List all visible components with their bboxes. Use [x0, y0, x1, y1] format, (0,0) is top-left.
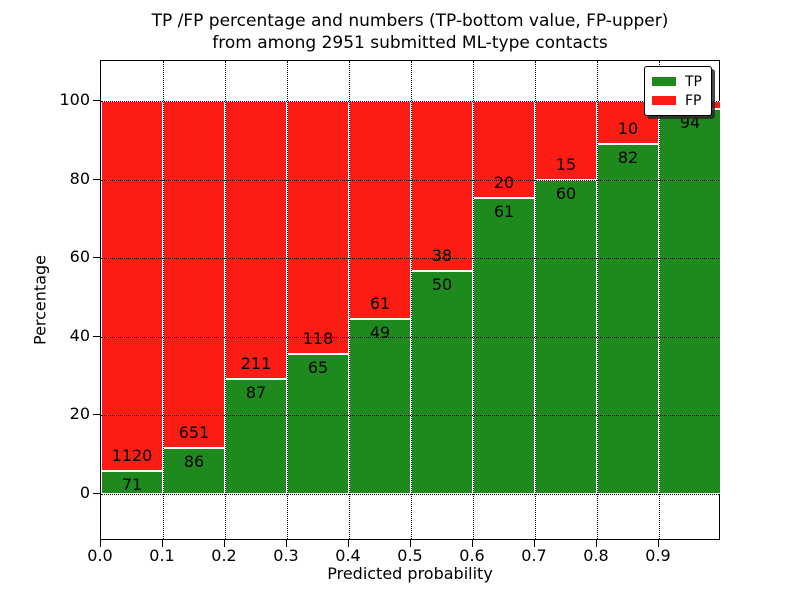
x-axis-tick — [100, 540, 101, 547]
bar-tp-segment — [101, 470, 163, 494]
y-axis-tick — [93, 335, 100, 337]
y-tick-label: 100 — [59, 90, 90, 109]
x-tick-label: 0.7 — [521, 546, 547, 565]
gridline-vertical — [473, 61, 474, 539]
y-axis-tick — [93, 493, 100, 494]
fp-count-label: 1120 — [111, 445, 153, 465]
y-tick-label: 60 — [69, 247, 90, 267]
gridline-horizontal — [101, 101, 719, 102]
x-axis-tick — [658, 540, 659, 547]
fp-count-label: 211 — [240, 354, 272, 374]
bar-tp-segment — [411, 270, 473, 494]
x-axis-tick — [534, 540, 535, 547]
tp-count-label: 86 — [183, 452, 205, 472]
y-tick-label: 20 — [69, 404, 90, 424]
grid-layer — [101, 61, 719, 539]
bar-fp-segment — [163, 101, 225, 449]
chart-title: TP /FP percentage and numbers (TP-bottom… — [100, 10, 720, 54]
gridline-horizontal — [101, 415, 719, 417]
gridline-vertical — [411, 61, 412, 539]
x-axis-label: Predicted probability — [327, 564, 493, 583]
x-axis-tick — [410, 540, 411, 547]
y-tick-label: 80 — [69, 168, 90, 188]
gridline-vertical — [659, 61, 660, 539]
gridline-vertical — [287, 61, 288, 539]
x-tick-label: 0.8 — [583, 546, 609, 565]
x-axis-tick — [224, 540, 225, 547]
legend-label-fp: FP — [685, 92, 702, 109]
tp-count-label: 65 — [307, 358, 329, 378]
fp-count-label: 61 — [369, 293, 391, 313]
tp-count-label: 87 — [245, 383, 267, 403]
legend-row-tp: TP — [652, 72, 704, 91]
gridline-vertical — [225, 61, 226, 539]
x-tick-label: 0.6 — [459, 546, 485, 565]
legend-swatch-tp-icon — [652, 77, 676, 86]
gridline-horizontal — [101, 494, 719, 495]
bar-tp-segment — [659, 109, 721, 494]
x-tick-label: 0.0 — [87, 546, 113, 565]
plot-area: 1120 71 651 86 211 87 118 65 61 49 38 50 20 61 15 60 10 8… — [100, 60, 721, 540]
fp-count-label: 20 — [493, 173, 515, 193]
x-tick-label: 0.2 — [211, 546, 237, 565]
bar-tp-segment — [473, 198, 535, 494]
x-tick-label: 0.1 — [149, 546, 175, 565]
gridline-horizontal — [101, 336, 719, 338]
tp-count-label: 94 — [679, 113, 701, 133]
y-axis-tick — [93, 414, 100, 416]
y-axis-tick — [93, 178, 100, 180]
x-tick-label: 0.5 — [397, 546, 423, 565]
bar-fp-segment — [101, 101, 163, 471]
y-axis-tick — [93, 100, 100, 101]
gridline-horizontal — [101, 179, 719, 181]
chart-title-line2: from among 2951 submitted ML-type contac… — [212, 33, 608, 53]
gridline-vertical — [349, 61, 350, 539]
bar-fp-segment — [535, 101, 597, 180]
tp-count-label: 82 — [617, 147, 639, 167]
gridline-vertical — [597, 61, 598, 539]
gridline-vertical — [163, 61, 164, 539]
fp-count-label: 15 — [555, 154, 577, 174]
tp-count-label: 50 — [431, 274, 453, 294]
x-axis-tick — [472, 540, 473, 547]
y-tick-label: 40 — [69, 325, 90, 345]
bar-fp-segment — [349, 101, 411, 319]
legend-row-fp: FP — [652, 91, 704, 110]
x-tick-label: 0.4 — [335, 546, 361, 565]
fp-count-label: 118 — [302, 329, 334, 349]
gridline-horizontal — [101, 258, 719, 260]
x-axis-tick — [162, 540, 163, 547]
x-axis-tick — [348, 540, 349, 547]
legend: TP FP — [644, 66, 712, 116]
gridline-vertical — [535, 61, 536, 539]
y-axis-label: Percentage — [30, 254, 50, 346]
bar-tp-segment — [163, 448, 225, 494]
chart-title-line1: TP /FP percentage and numbers (TP-bottom… — [151, 11, 669, 31]
legend-swatch-fp-icon — [652, 96, 676, 105]
fp-count-label: 651 — [178, 423, 210, 443]
legend-label-tp: TP — [685, 73, 702, 90]
tp-count-label: 71 — [121, 474, 143, 494]
tp-count-label: 60 — [555, 183, 577, 203]
tp-count-label: 49 — [369, 322, 391, 342]
bar-tp-segment — [535, 179, 597, 494]
x-axis-tick — [286, 540, 287, 547]
x-axis-tick — [596, 540, 597, 547]
x-tick-label: 0.9 — [645, 546, 671, 565]
bars-layer — [101, 61, 721, 539]
y-axis-tick — [93, 257, 100, 259]
bar-fp-segment — [287, 101, 349, 355]
fp-count-label: 38 — [431, 245, 453, 265]
count-labels-layer: 1120 71 651 86 211 87 118 65 61 49 38 50 20 61 15 60 10 8… — [101, 61, 719, 539]
x-tick-label: 0.3 — [273, 546, 299, 565]
y-tick-label: 0 — [79, 483, 90, 502]
fp-count-label: 10 — [617, 118, 639, 138]
tp-count-label: 61 — [493, 202, 515, 222]
